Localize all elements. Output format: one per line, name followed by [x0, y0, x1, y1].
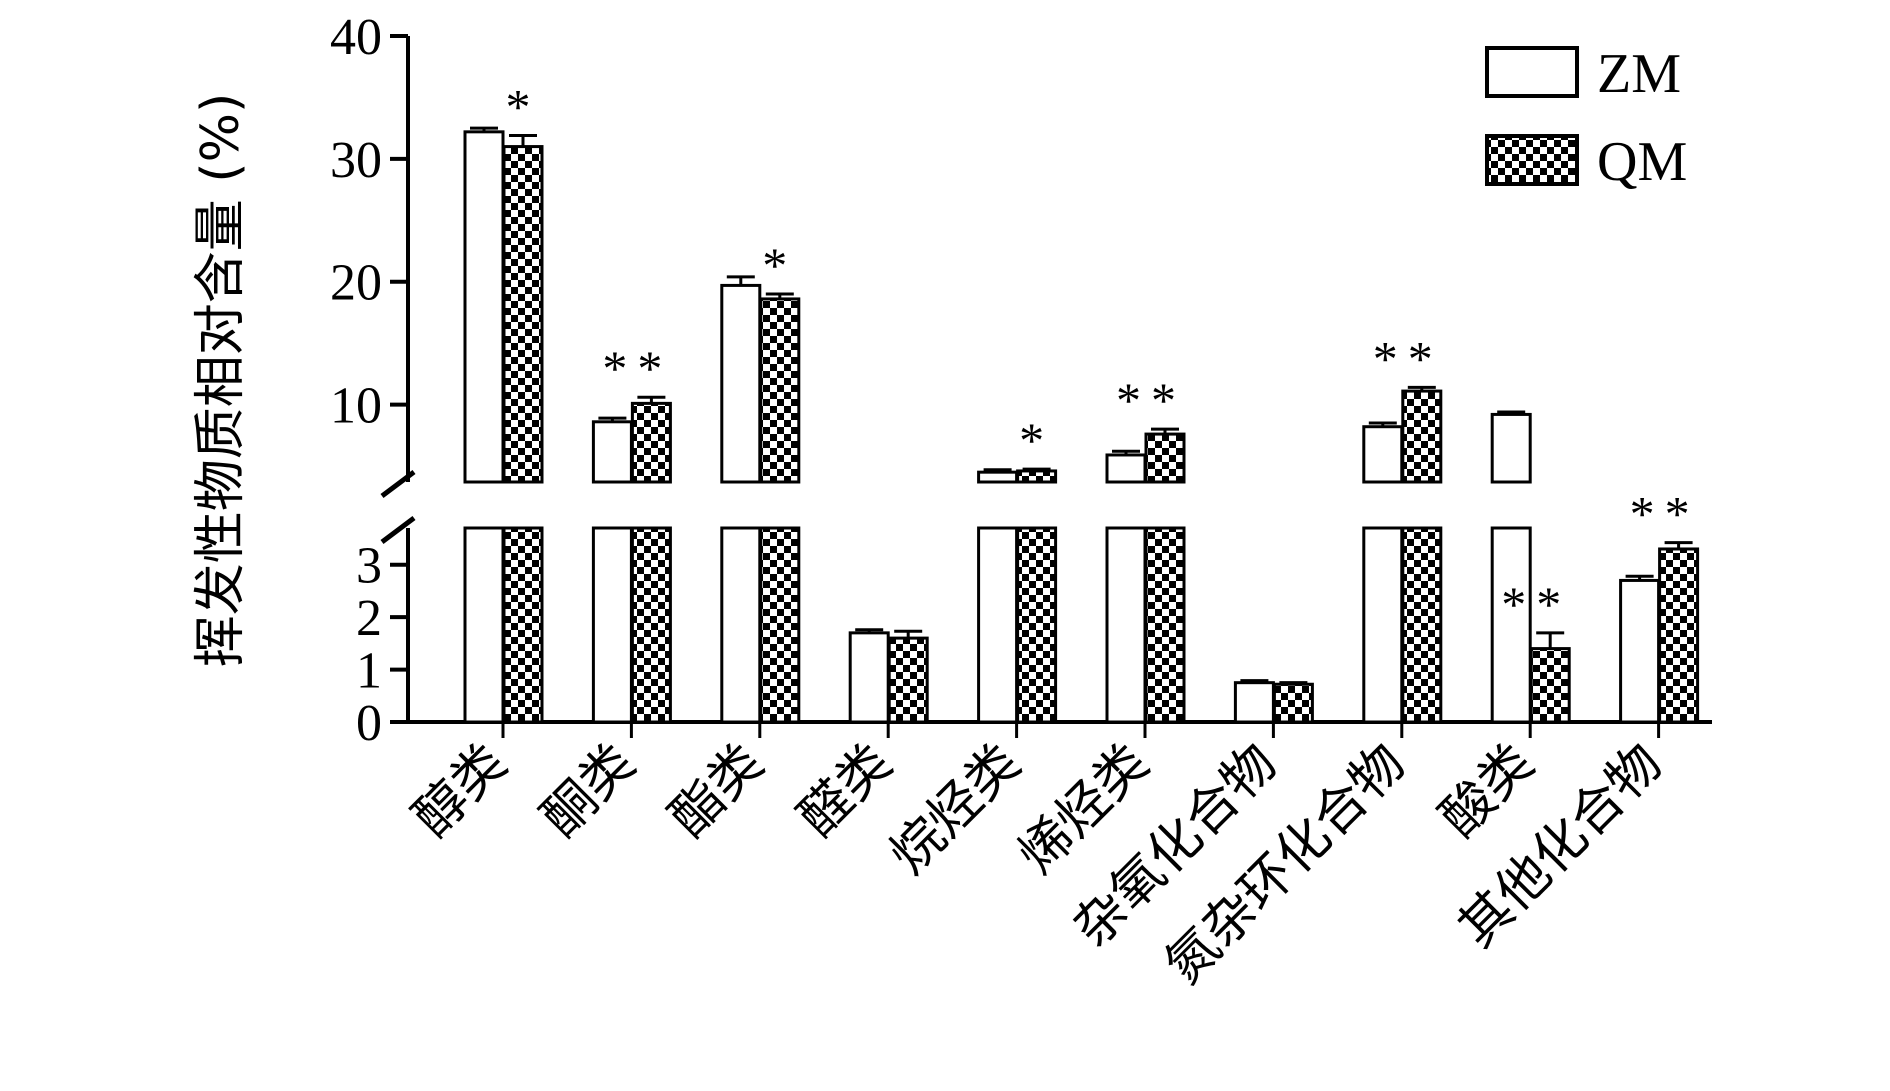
bar-qm-upper — [630, 401, 672, 484]
y-tick-label: 3 — [356, 538, 382, 595]
y-tick-label: 1 — [356, 643, 382, 700]
bar-qm — [1658, 547, 1700, 724]
category-label: 酯类 — [659, 733, 775, 849]
bar-zm-lower — [1490, 526, 1532, 724]
bar-zm-upper — [1362, 425, 1404, 484]
category-label: 醛类 — [787, 733, 903, 849]
bar-zm-upper — [591, 420, 633, 484]
bar-zm-lower — [1362, 526, 1404, 724]
y-tick-label: 40 — [330, 9, 382, 66]
bar-zm — [848, 631, 890, 724]
bar-qm-lower — [1016, 526, 1058, 724]
y-tick-label: 2 — [356, 590, 382, 647]
bar-qm-upper — [759, 297, 801, 484]
bar-zm-lower — [720, 526, 762, 724]
bar-qm — [887, 636, 929, 724]
category-label: 醇类 — [402, 733, 518, 849]
y-tick-label: 10 — [330, 378, 382, 435]
bar-qm-lower — [1144, 526, 1186, 724]
y-axis-title: 挥发性物质相对含量 (%) — [191, 93, 251, 668]
axis-break-mark-upper — [380, 470, 416, 498]
legend-label-qm: QM — [1597, 131, 1687, 193]
significance-label: ** — [1116, 372, 1186, 428]
bar-zm — [1233, 681, 1275, 724]
bar-qm-upper — [1144, 432, 1186, 484]
bar-zm-upper — [720, 283, 762, 484]
bar-qm-lower — [502, 526, 544, 724]
significance-label: ** — [1630, 486, 1700, 542]
y-tick-label: 0 — [356, 695, 382, 752]
bar-zm-upper — [1105, 453, 1147, 484]
bar-qm-lower — [630, 526, 672, 724]
bar-zm-upper — [977, 470, 1019, 484]
bar-zm-lower — [1105, 526, 1147, 724]
significance-label: * — [762, 237, 797, 293]
bar-zm-lower — [977, 526, 1019, 724]
significance-label: ** — [602, 340, 672, 396]
bar-qm — [1272, 682, 1314, 724]
bar-zm-upper — [463, 130, 505, 484]
bar-zm-lower — [591, 526, 633, 724]
category-label: 酸类 — [1429, 733, 1545, 849]
significance-label: * — [506, 79, 541, 135]
category-label: 酮类 — [531, 733, 647, 849]
bar-qm — [1529, 647, 1571, 724]
bar-zm-upper — [1490, 412, 1532, 484]
bar-qm-lower — [1401, 526, 1443, 724]
bar-qm-upper — [1016, 469, 1058, 484]
category-label: 烷烃类 — [879, 733, 1032, 886]
significance-label: ** — [1373, 330, 1443, 386]
axis-break-mark-lower — [380, 516, 416, 544]
bar-qm-upper — [502, 145, 544, 484]
bar-zm-lower — [463, 526, 505, 724]
y-tick-label: 30 — [330, 132, 382, 189]
bar-qm-upper — [1401, 389, 1443, 484]
significance-label: ** — [1501, 576, 1571, 632]
bar-qm-lower — [759, 526, 801, 724]
y-tick-label: 20 — [330, 255, 382, 312]
legend-label-zm: ZM — [1597, 43, 1681, 105]
bar-zm — [1619, 578, 1661, 724]
legend-swatch-qm — [1485, 134, 1579, 186]
legend-swatch-zm — [1485, 46, 1579, 98]
significance-label: * — [1019, 412, 1054, 468]
